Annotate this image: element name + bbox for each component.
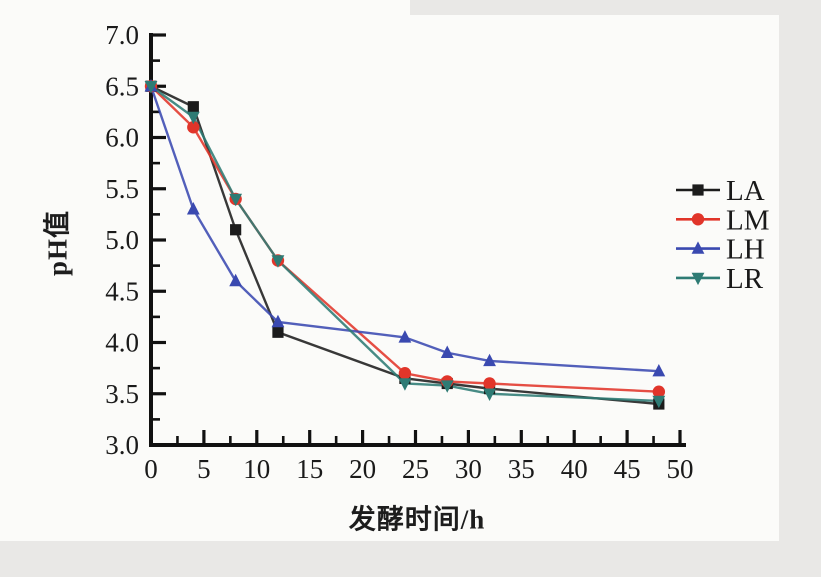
y-tick-label: 3.0 [105, 430, 139, 460]
y-tick-label: 3.5 [105, 379, 139, 409]
marker-triangle-down [440, 380, 454, 393]
marker-square [692, 184, 704, 196]
marker-circle [187, 121, 200, 134]
marker-triangle-up [483, 353, 496, 367]
marker-triangle-down [691, 272, 705, 286]
marker-triangle-up [691, 241, 705, 254]
marker-triangle-down [229, 193, 243, 207]
marker-triangle-up [398, 330, 412, 343]
marker-triangle-up [229, 273, 243, 287]
legend-label-LR: LR [726, 263, 764, 295]
marker-circle [691, 213, 705, 226]
y-tick-label: 5.0 [105, 225, 139, 255]
x-tick-label: 30 [455, 454, 482, 484]
x-tick-label: 40 [561, 454, 588, 484]
marker-triangle-up [652, 364, 666, 377]
x-tick-label: 10 [243, 454, 270, 484]
marker-triangle-up [440, 345, 454, 358]
x-tick-label: 5 [197, 454, 211, 484]
y-tick-label: 7.0 [105, 20, 139, 50]
marker-triangle-down [652, 395, 666, 409]
x-axis-title: 发酵时间/h [348, 504, 486, 535]
marker-circle [398, 367, 412, 380]
marker-triangle-up [186, 202, 200, 215]
marker-square [187, 101, 199, 113]
y-tick-label: 4.0 [105, 328, 139, 358]
marker-square [272, 326, 284, 338]
series-line-LM [150, 85, 659, 393]
marker-triangle-down [144, 81, 158, 94]
x-tick-label: 0 [144, 454, 158, 484]
x-tick-label: 25 [402, 454, 429, 484]
x-tick-label: 50 [667, 454, 694, 484]
x-tick-label: 15 [296, 454, 323, 484]
y-tick-label: 4.5 [105, 276, 139, 306]
y-tick-label: 6.5 [105, 71, 139, 101]
marker-triangle-down [271, 255, 285, 268]
marker-triangle-down [186, 111, 200, 125]
marker-triangle-down [398, 378, 412, 391]
marker-triangle-down [483, 388, 496, 401]
legend-label-LA: LA [726, 175, 765, 207]
legend-label-LH: LH [726, 234, 765, 266]
y-axis-title: pH值 [42, 209, 73, 277]
marker-circle [652, 385, 666, 398]
y-tick-label: 5.5 [105, 174, 139, 204]
marker-square [230, 224, 242, 236]
scan-edge [410, 0, 779, 15]
legend-label-LM: LM [726, 204, 770, 236]
marker-circle [483, 377, 496, 390]
scan-page-background [0, 0, 779, 541]
marker-triangle-up [271, 314, 285, 328]
series-line-LA [150, 85, 659, 406]
series-line-LR [150, 85, 659, 403]
y-tick-label: 6.0 [105, 123, 139, 153]
x-tick-label: 45 [614, 454, 641, 484]
x-tick-label: 20 [349, 454, 376, 484]
x-tick-label: 35 [508, 454, 535, 484]
series-line-LH [149, 85, 659, 373]
